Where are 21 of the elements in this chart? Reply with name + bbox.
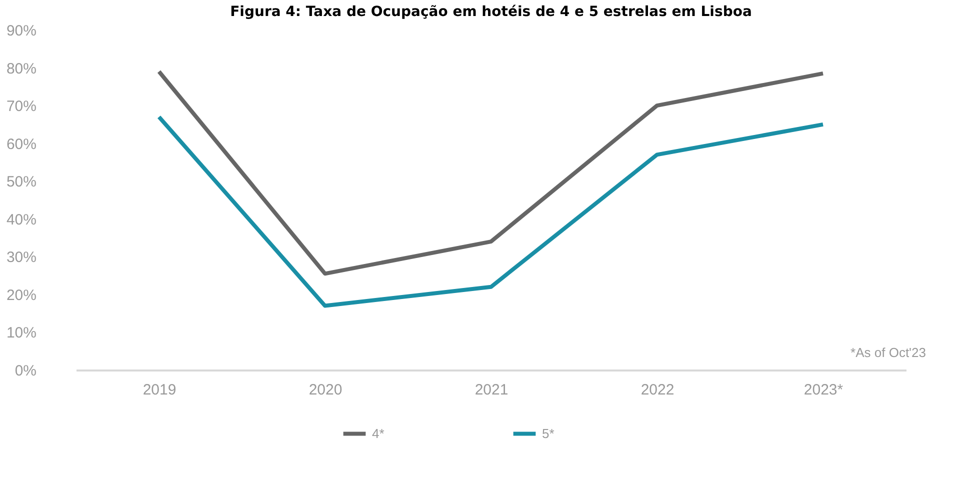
y-tick-label: 50% [6,174,36,191]
legend-label: 5* [542,426,554,441]
x-tick-label: 2020 [308,382,342,398]
y-tick-label: 80% [6,60,36,78]
chart-title: Figura 4: Taxa de Ocupação em hotéis de 4 e 5 estrelas em Lisboa [230,4,752,20]
x-tick-label: 2022 [640,382,674,398]
line-series [157,114,825,308]
x-tick-label: 2021 [474,382,508,398]
y-tick-label: 60% [6,136,36,153]
y-tick-label: 70% [6,98,36,116]
y-tick-label: 90% [6,22,36,40]
x-tick-label: 2023* [804,382,844,398]
legend-label: 4* [372,426,384,441]
y-tick-label: 10% [6,324,36,342]
y-tick-label: 40% [6,211,36,228]
y-tick-label: 30% [6,249,36,266]
y-tick-label: 20% [6,286,36,304]
annotation: *As of Oct'23 [850,345,926,360]
x-tick-label: 2019 [142,382,176,398]
line-series [157,70,825,276]
y-tick-label: 0% [14,362,36,380]
